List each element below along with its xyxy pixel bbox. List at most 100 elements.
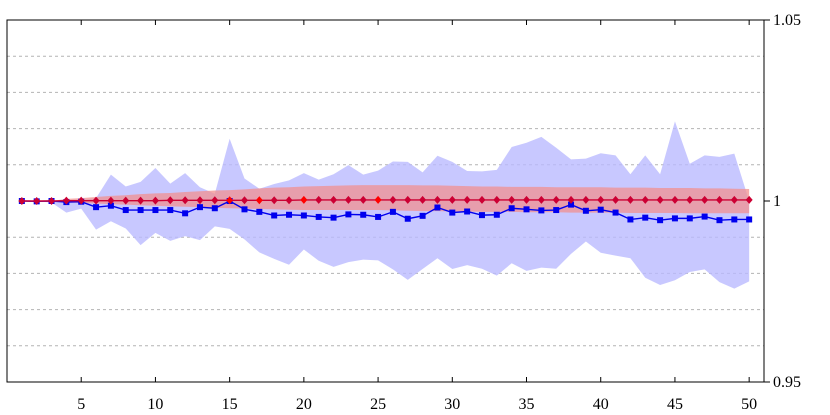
point-red [92, 196, 100, 205]
point-red [463, 195, 471, 204]
point-red [359, 195, 367, 204]
point-blue [597, 206, 604, 213]
x-tick-label: 35 [519, 396, 535, 413]
point-blue [360, 211, 367, 218]
point-red [226, 196, 234, 205]
point-blue [241, 206, 248, 213]
point-red [433, 195, 441, 204]
point-blue [315, 213, 322, 220]
point-blue [196, 204, 203, 211]
point-blue [464, 208, 471, 215]
point-blue [404, 215, 411, 222]
point-blue [746, 216, 753, 223]
point-blue [375, 213, 382, 220]
point-red [404, 195, 412, 204]
x-tick-label: 50 [741, 396, 757, 413]
point-blue [93, 204, 100, 211]
point-blue [182, 210, 189, 217]
point-blue [137, 207, 144, 214]
point-red [612, 195, 620, 204]
point-red [597, 195, 605, 204]
point-red [18, 197, 26, 205]
point-blue [122, 207, 129, 214]
point-red [240, 196, 248, 205]
point-blue [271, 212, 278, 219]
point-red [715, 195, 723, 204]
point-red [196, 196, 204, 205]
point-red [270, 196, 278, 205]
point-red [582, 195, 590, 204]
point-red [107, 196, 115, 205]
point-blue [300, 212, 307, 219]
x-tick-label: 30 [444, 396, 460, 413]
point-red [62, 196, 70, 205]
point-blue [419, 212, 426, 219]
point-red [537, 195, 545, 204]
point-red [181, 196, 189, 205]
point-red [730, 195, 738, 204]
point-red [344, 195, 352, 204]
point-red [508, 195, 516, 204]
point-blue [523, 206, 530, 213]
x-tick-label: 20 [296, 396, 312, 413]
y-tick-label: 1.05 [773, 12, 801, 29]
point-blue [627, 216, 634, 223]
x-axis-ticks: 5 10 15 20 25 30 35 40 45 50 [77, 20, 757, 413]
point-blue [211, 205, 218, 212]
point-red [626, 195, 634, 204]
x-tick-label: 10 [147, 396, 163, 413]
point-blue [657, 217, 664, 224]
point-red [419, 195, 427, 204]
point-blue [538, 207, 545, 214]
point-red [552, 195, 560, 204]
point-blue [478, 212, 485, 219]
point-red [255, 196, 263, 205]
point-blue [553, 207, 560, 214]
point-blue [434, 204, 441, 211]
point-red [389, 195, 397, 204]
point-blue [686, 215, 693, 222]
point-red [493, 195, 501, 204]
point-blue [493, 211, 500, 218]
point-blue [612, 209, 619, 216]
x-tick-label: 15 [222, 396, 238, 413]
point-blue [568, 201, 575, 208]
point-blue [582, 207, 589, 214]
x-tick-label: 45 [667, 396, 683, 413]
point-blue [449, 209, 456, 216]
point-blue [167, 207, 174, 214]
y-tick-label: 0.95 [773, 374, 801, 391]
point-blue [716, 217, 723, 224]
x-tick-label: 5 [77, 396, 85, 413]
point-red [48, 197, 56, 205]
point-red [671, 195, 679, 204]
point-blue [671, 215, 678, 222]
point-blue [731, 216, 738, 223]
point-red [315, 195, 323, 204]
point-blue [642, 214, 649, 221]
point-red [641, 195, 649, 204]
point-blue [345, 211, 352, 218]
point-blue [107, 202, 114, 209]
point-blue [152, 207, 159, 214]
point-red [478, 195, 486, 204]
point-red [686, 195, 694, 204]
point-red [330, 195, 338, 204]
point-red [122, 196, 130, 205]
x-tick-label: 40 [593, 396, 609, 413]
point-red [151, 196, 159, 205]
series-markers [18, 195, 753, 224]
point-red [166, 196, 174, 205]
point-red [300, 195, 308, 204]
point-red [523, 195, 531, 204]
point-blue [389, 208, 396, 215]
point-red [448, 195, 456, 204]
x-tick-label: 25 [370, 396, 386, 413]
point-red [745, 195, 753, 204]
point-blue [330, 214, 337, 221]
point-red [137, 196, 145, 205]
point-blue [508, 205, 515, 212]
point-red [285, 196, 293, 205]
point-blue [701, 213, 708, 220]
